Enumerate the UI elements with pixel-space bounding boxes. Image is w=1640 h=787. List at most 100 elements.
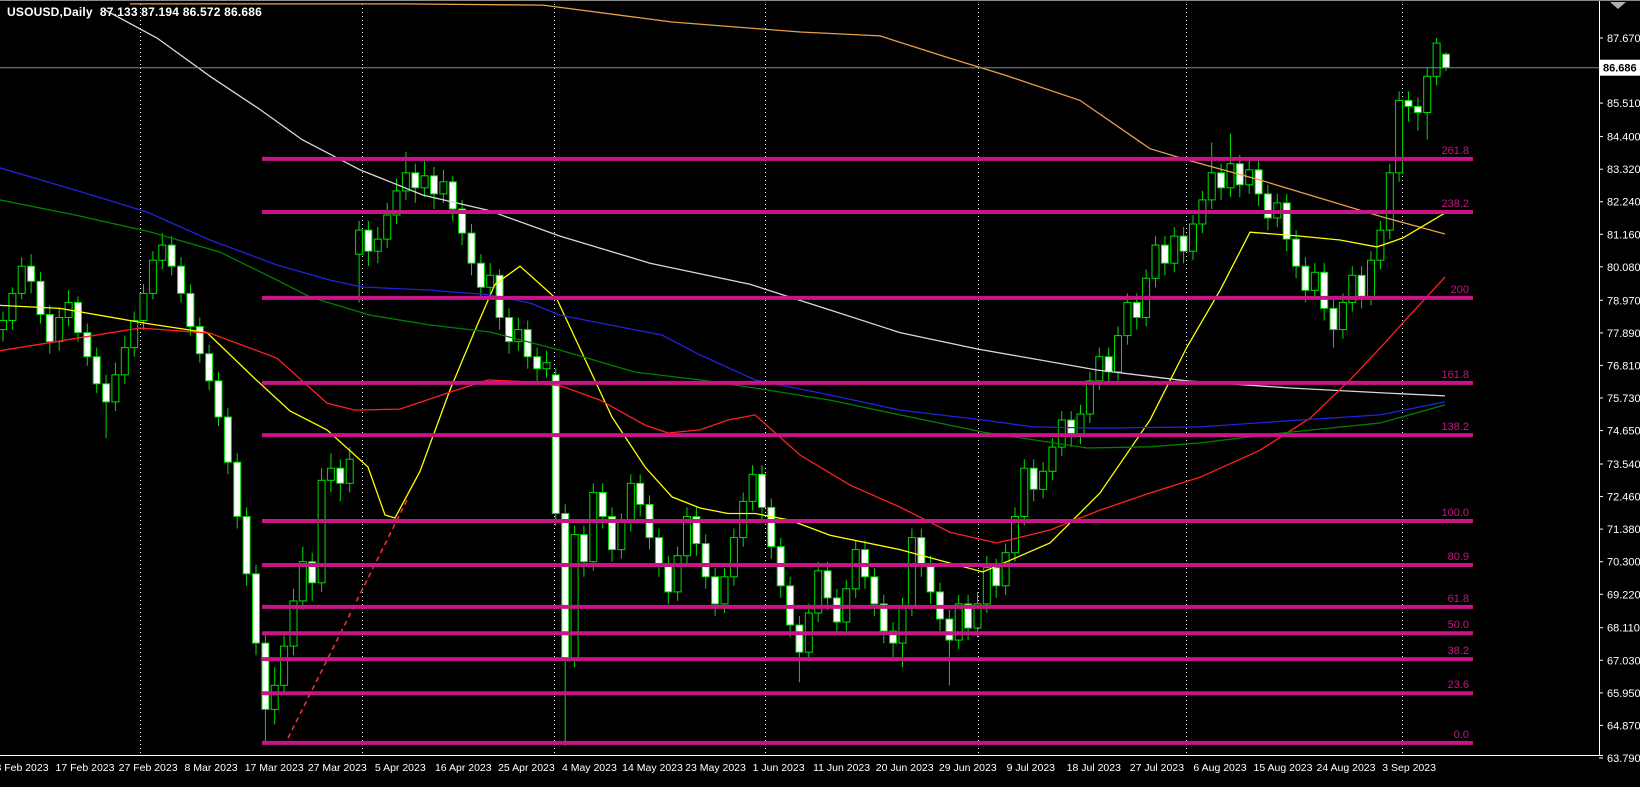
time-axis-label[interactable]: 27 Jul 2023 (1130, 762, 1184, 774)
chart-shift-marker-icon[interactable] (1610, 2, 1626, 9)
time-axis-label[interactable]: 6 Aug 2023 (1193, 762, 1246, 774)
candle-body (992, 567, 1001, 587)
candle-body (711, 576, 720, 605)
candle-body (1160, 244, 1169, 264)
price-axis-label[interactable]: 70.300 (1607, 557, 1640, 569)
candle-body (1263, 193, 1272, 219)
price-axis-label[interactable]: 78.970 (1607, 295, 1640, 307)
candle-body (467, 232, 476, 264)
price-axis-label[interactable]: 69.220 (1607, 589, 1640, 601)
price-axis-label[interactable]: 75.730 (1607, 393, 1640, 405)
candle (364, 221, 373, 267)
candle (36, 272, 45, 324)
candle (1039, 462, 1048, 499)
price-axis-label[interactable]: 74.650 (1607, 426, 1640, 438)
candle-body (0, 320, 7, 331)
candle (523, 320, 532, 369)
time-axis-label[interactable]: 23 May 2023 (685, 762, 746, 774)
candle (1357, 266, 1366, 309)
price-axis-label[interactable]: 80.080 (1607, 262, 1640, 274)
time-axis-label[interactable]: 4 May 2023 (562, 762, 617, 774)
time-axis-label[interactable]: 9 Jul 2023 (1007, 762, 1056, 774)
candle-body (1123, 301, 1132, 337)
time-axis-label[interactable]: 27 Mar 2023 (308, 762, 367, 774)
candle-body (177, 265, 185, 294)
candle-body (1395, 99, 1404, 174)
candle-body (430, 175, 438, 195)
time-axis-label[interactable]: 8 Feb 2023 (0, 762, 49, 774)
candle-body (345, 458, 354, 484)
time-axis-label[interactable]: 16 Apr 2023 (435, 762, 492, 774)
candle-body (795, 624, 804, 653)
candle (158, 233, 167, 270)
candle (701, 534, 710, 589)
candle-body (27, 265, 36, 282)
candle-body (1292, 238, 1301, 267)
price-axis-label[interactable]: 87.670 (1607, 33, 1640, 45)
price-axis-label[interactable]: 63.790 (1607, 753, 1640, 765)
time-axis-label[interactable]: 18 Jul 2023 (1067, 762, 1121, 774)
candle-body (654, 537, 663, 566)
price-axis-label[interactable]: 68.110 (1607, 623, 1640, 635)
price-axis-label[interactable]: 85.510 (1607, 98, 1640, 110)
time-axis-label[interactable]: 17 Mar 2023 (245, 762, 304, 774)
candle (55, 308, 64, 351)
price-axis-label[interactable]: 83.320 (1607, 164, 1640, 176)
ma-line-green (0, 199, 1446, 449)
time-axis-label[interactable]: 3 Sep 2023 (1382, 762, 1436, 774)
ma-line-blue (0, 167, 1446, 429)
price-axis-label[interactable]: 64.870 (1607, 720, 1640, 732)
candle-body (626, 482, 635, 523)
candle-body (214, 380, 223, 418)
time-axis-label[interactable]: 8 Mar 2023 (185, 762, 238, 774)
fib-level-label: 138.2 (1441, 421, 1469, 433)
price-axis-label[interactable]: 76.810 (1607, 360, 1640, 372)
time-axis-label[interactable]: 20 Jun 2023 (876, 762, 934, 774)
candle-body (45, 314, 54, 343)
price-axis-label[interactable]: 81.160 (1607, 229, 1640, 241)
time-axis-label[interactable]: 14 May 2023 (622, 762, 683, 774)
price-axis-label[interactable]: 82.240 (1607, 197, 1640, 209)
candle-body (729, 537, 738, 578)
candle (729, 528, 738, 586)
candle (167, 236, 176, 276)
price-axis-label[interactable]: 65.950 (1607, 688, 1640, 700)
time-axis-label[interactable]: 1 Jun 2023 (753, 762, 805, 774)
time-axis-label[interactable]: 25 Apr 2023 (498, 762, 555, 774)
candle (130, 311, 139, 357)
candle-body (982, 567, 991, 605)
candle-body (851, 549, 860, 590)
candle-body (617, 522, 626, 551)
time-axis-label[interactable]: 29 Jun 2023 (939, 762, 997, 774)
fib-level-label: 23.6 (1448, 679, 1469, 691)
candle (776, 537, 785, 598)
price-axis-label[interactable]: 77.890 (1607, 328, 1640, 340)
time-axis-label[interactable]: 5 Apr 2023 (375, 762, 426, 774)
candle-body (1348, 274, 1357, 303)
candle (542, 350, 551, 378)
price-axis-label[interactable]: 84.400 (1607, 132, 1640, 144)
price-axis-label[interactable]: 73.540 (1607, 459, 1640, 471)
time-axis-label[interactable]: 15 Aug 2023 (1254, 762, 1313, 774)
candle-body (420, 175, 429, 189)
candle-body (280, 645, 289, 686)
time-axis-label[interactable]: 24 Aug 2023 (1317, 762, 1376, 774)
price-axis-label[interactable]: 71.380 (1607, 524, 1640, 536)
candle (1160, 236, 1169, 276)
candle (64, 290, 73, 327)
candle (589, 483, 598, 571)
candle-body (102, 383, 111, 403)
candle (1085, 371, 1094, 423)
time-axis-label[interactable]: 11 Jun 2023 (813, 762, 870, 774)
candle-body (1367, 259, 1375, 297)
candle-body (308, 561, 317, 584)
price-axis-label[interactable]: 67.030 (1607, 655, 1640, 667)
candle-body (832, 597, 841, 623)
candle-body (298, 561, 307, 602)
candle-body (664, 564, 673, 593)
price-axis-label[interactable]: 72.460 (1607, 492, 1640, 504)
trendline[interactable] (287, 497, 409, 739)
time-axis-label[interactable]: 17 Feb 2023 (56, 762, 115, 774)
time-axis-label[interactable]: 27 Feb 2023 (119, 762, 178, 774)
